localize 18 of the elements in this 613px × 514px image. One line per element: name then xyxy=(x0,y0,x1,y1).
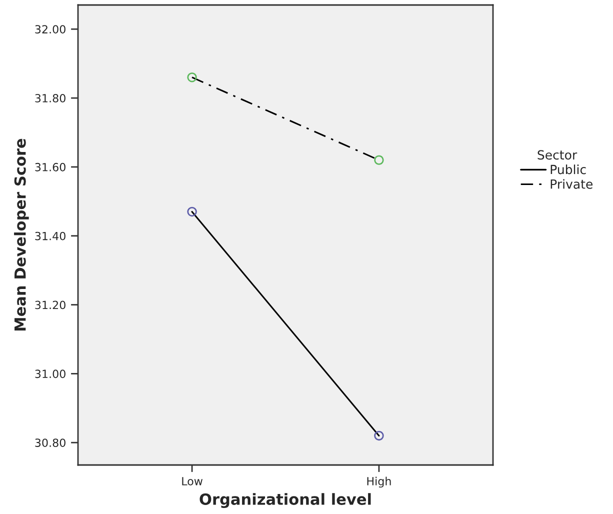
y-tick-label: 31.40 xyxy=(35,232,66,240)
legend-title: Sector xyxy=(538,150,578,160)
y-tick-label: 31.00 xyxy=(35,370,66,378)
y-tick-label: 32.00 xyxy=(35,25,66,34)
point xyxy=(374,430,384,441)
legend-label: Public xyxy=(550,164,586,174)
y-tick-label: 30.80 xyxy=(35,438,66,447)
x-axis-title: Organizational level xyxy=(200,493,371,508)
y-tick-label: 31.60 xyxy=(35,162,66,172)
point xyxy=(187,206,197,217)
point xyxy=(374,155,384,165)
legend-label: Private xyxy=(550,179,593,189)
point xyxy=(187,72,197,82)
y-tick-label: 31.20 xyxy=(35,300,66,310)
x-tick-label: High xyxy=(367,476,391,488)
y-tick-label: 31.80 xyxy=(35,94,66,102)
y-axis-title: Mean Developer Score xyxy=(14,138,29,330)
x-tick-label: Low xyxy=(182,477,203,486)
